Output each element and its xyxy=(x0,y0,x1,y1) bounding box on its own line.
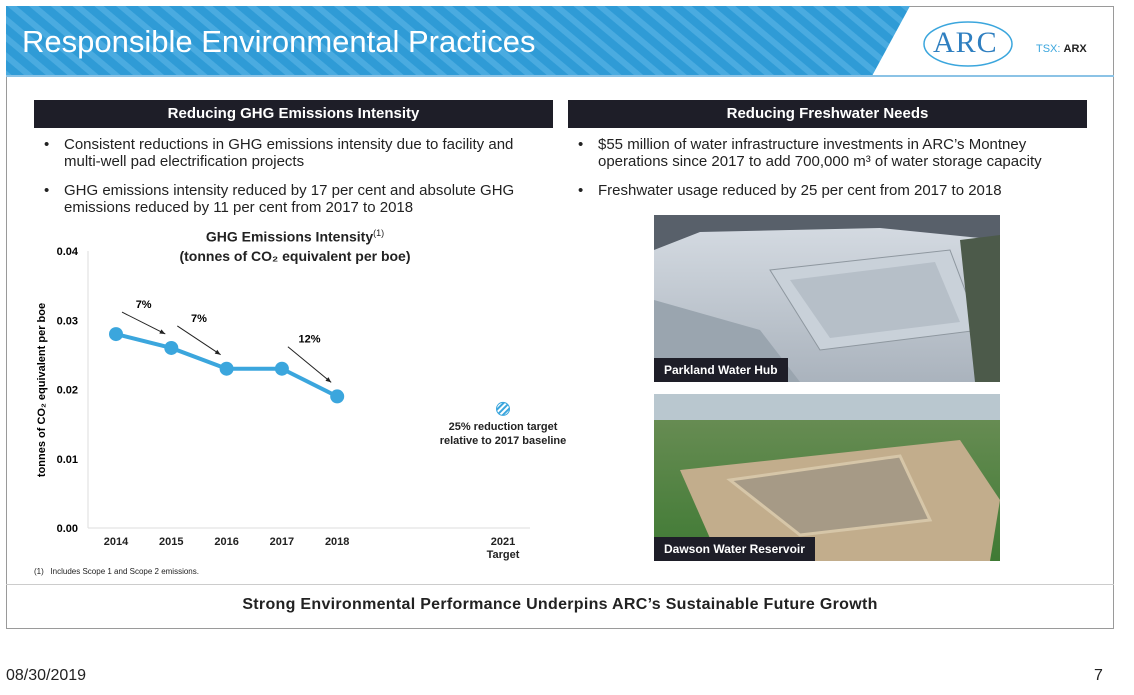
section-heading: Reducing GHG Emissions Intensity xyxy=(34,100,553,128)
change-arrow xyxy=(121,311,166,335)
change-arrow xyxy=(177,325,221,356)
footnote: (1) Includes Scope 1 and Scope 2 emissio… xyxy=(34,567,199,576)
page-title: Responsible Environmental Practices xyxy=(22,24,536,59)
photo-parkland xyxy=(654,215,1000,382)
chart-heading: GHG Emissions Intensity(1) (tonnes of CO… xyxy=(90,224,500,266)
x-tick-label: 2015 xyxy=(159,536,184,548)
point xyxy=(219,361,234,376)
arrow-head xyxy=(159,329,166,334)
y-tick-label: 0.04 xyxy=(57,246,79,258)
logo: ARC xyxy=(933,26,998,59)
point xyxy=(330,389,345,404)
y-tick-label: 0.00 xyxy=(57,523,78,535)
footer-banner: Strong Environmental Performance Underpi… xyxy=(242,596,878,613)
arrow-head xyxy=(214,349,221,355)
bullet: Consistent reductions in GHG emissions i… xyxy=(36,136,536,170)
y-tick-label: 0.02 xyxy=(57,385,78,397)
target-label: 25% reduction target relative to 2017 ba… xyxy=(439,420,567,447)
bullet: Freshwater usage reduced by 25 per cent … xyxy=(570,182,1080,199)
x-tick-label: 2014 xyxy=(103,536,129,548)
ticker-symbol: ARX xyxy=(1063,43,1087,55)
chart-subtitle: (tonnes of CO₂ equivalent per boe) xyxy=(179,247,411,264)
bullet: $55 million of water infrastructure inve… xyxy=(570,136,1080,170)
photo-dawson xyxy=(654,394,1000,561)
ticker: TSX: ARX xyxy=(1036,43,1087,55)
bullet: GHG emissions intensity reduced by 17 pe… xyxy=(36,182,536,216)
photo-caption: Parkland Water Hub xyxy=(654,358,788,382)
point xyxy=(164,340,179,355)
point xyxy=(109,327,123,342)
page-number: 7 xyxy=(1094,667,1103,684)
photo-caption: Dawson Water Reservoir xyxy=(654,537,815,561)
y-tick-label: 0.03 xyxy=(57,315,78,327)
target-point xyxy=(496,401,510,416)
bullet-list: Consistent reductions in GHG emissions i… xyxy=(36,136,536,228)
section-heading: Reducing Freshwater Needs xyxy=(568,100,1087,128)
point xyxy=(274,361,289,376)
logo-ring xyxy=(923,21,1013,67)
x-tick-label: 2017 xyxy=(269,536,295,548)
y-tick-label: 0.01 xyxy=(57,454,78,466)
change-arrow xyxy=(287,346,332,383)
chart-title: GHG Emissions Intensity xyxy=(205,228,374,245)
x-tick-label: 2018 xyxy=(324,536,350,548)
header-banner xyxy=(6,6,910,76)
footer-date: 08/30/2019 xyxy=(6,667,87,684)
change-label: 12% xyxy=(299,334,321,346)
x-tick-label: 2016 xyxy=(214,536,239,548)
change-label: 7% xyxy=(136,299,152,311)
change-label: 7% xyxy=(191,313,207,325)
y-axis-label: tonnes of CO₂ equivalent per boe xyxy=(36,303,48,477)
bullet-list: $55 million of water infrastructure inve… xyxy=(570,136,1080,211)
arrow-head xyxy=(325,377,332,383)
chart-title-note: (1) xyxy=(373,228,385,238)
ticker-label: TSX: xyxy=(1036,43,1061,55)
x-tick-label: 2021 Target xyxy=(486,536,520,561)
